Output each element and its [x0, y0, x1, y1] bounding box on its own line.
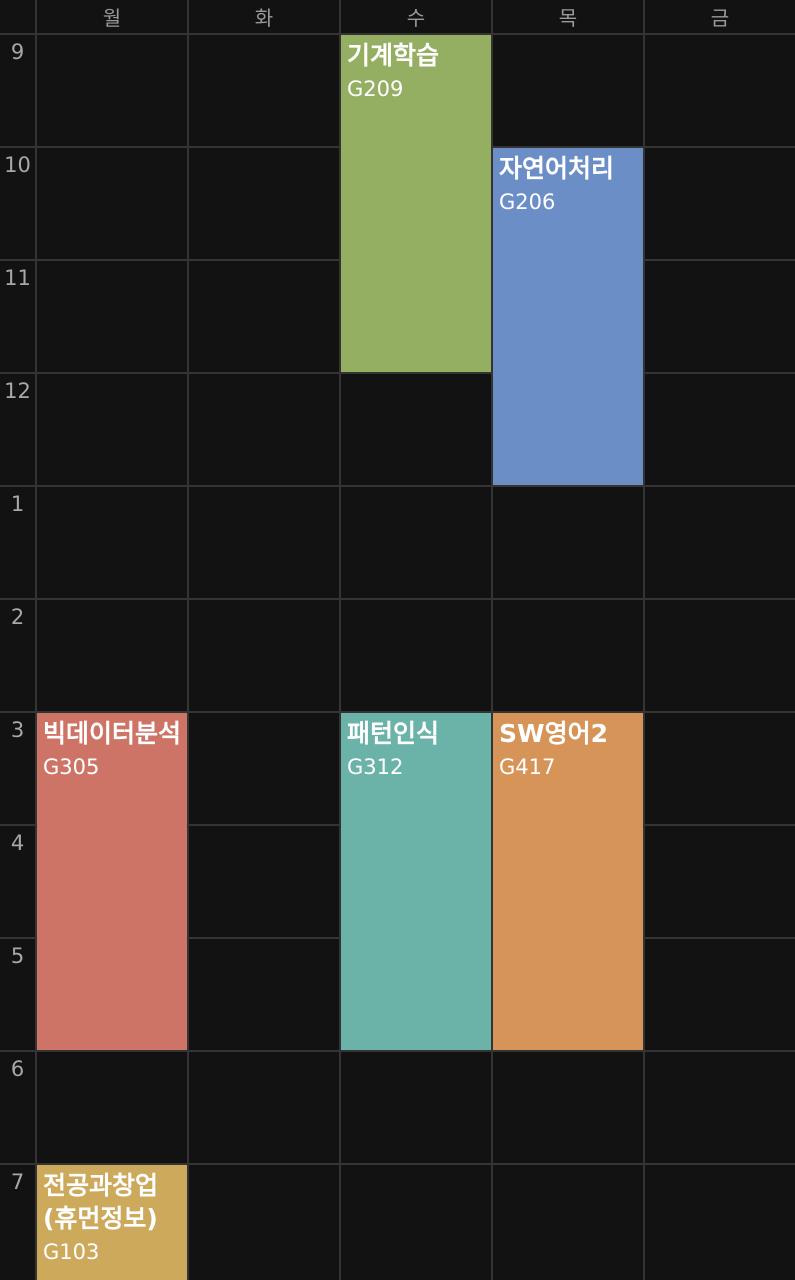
hour-label: 12: [4, 379, 31, 403]
course-title: 전공과창업(휴먼정보): [43, 1171, 159, 1233]
grid-line: [643, 0, 645, 1280]
day-header-wed: 수: [406, 6, 426, 30]
hour-label: 6: [10, 1057, 25, 1081]
hour-label: 7: [10, 1170, 25, 1194]
grid-line: [0, 1163, 795, 1165]
day-header-thu: 목: [558, 6, 578, 30]
course-room: G417: [499, 755, 556, 779]
hour-label: 11: [4, 266, 31, 290]
course-room: G312: [347, 755, 404, 779]
grid-line: [187, 0, 189, 1280]
hour-label: 9: [10, 40, 25, 64]
grid-line: [491, 0, 493, 1280]
hour-label: 10: [4, 153, 31, 177]
course-room: G305: [43, 755, 100, 779]
grid-line: [339, 0, 341, 1280]
course-room: G103: [43, 1240, 100, 1264]
course-block-pattern-recognition[interactable]: 패턴인식 G312: [341, 713, 491, 1050]
course-title: 자연어처리: [499, 154, 615, 183]
grid-line: [0, 711, 795, 713]
day-header-tue: 화: [254, 6, 274, 30]
course-block-nlp[interactable]: 자연어처리 G206: [493, 148, 643, 485]
grid-line: [0, 598, 795, 600]
course-title: 기계학습: [347, 41, 440, 70]
day-header-fri: 금: [710, 6, 730, 30]
course-title: 빅데이터분석: [43, 719, 182, 748]
course-block-machine-learning[interactable]: 기계학습 G209: [341, 35, 491, 372]
course-room: G206: [499, 190, 556, 214]
grid-line: [35, 0, 37, 1280]
hour-label: 1: [10, 492, 25, 516]
course-title: SW영어2: [499, 719, 608, 748]
course-block-sw-english[interactable]: SW영어2 G417: [493, 713, 643, 1050]
hour-label: 5: [10, 944, 25, 968]
grid-line: [0, 372, 795, 374]
hour-label: 2: [10, 605, 25, 629]
hour-label: 4: [10, 831, 25, 855]
course-block-big-data[interactable]: 빅데이터분석 G305: [37, 713, 187, 1050]
day-header-mon: 월: [102, 6, 122, 30]
course-room: G209: [347, 77, 404, 101]
course-title: 패턴인식: [347, 719, 440, 748]
course-block-entrepreneurship[interactable]: 전공과창업(휴먼정보) G103: [37, 1165, 187, 1280]
grid-line: [0, 1050, 795, 1052]
hour-label: 3: [10, 718, 25, 742]
grid-line: [0, 485, 795, 487]
grid-line: [0, 33, 795, 35]
